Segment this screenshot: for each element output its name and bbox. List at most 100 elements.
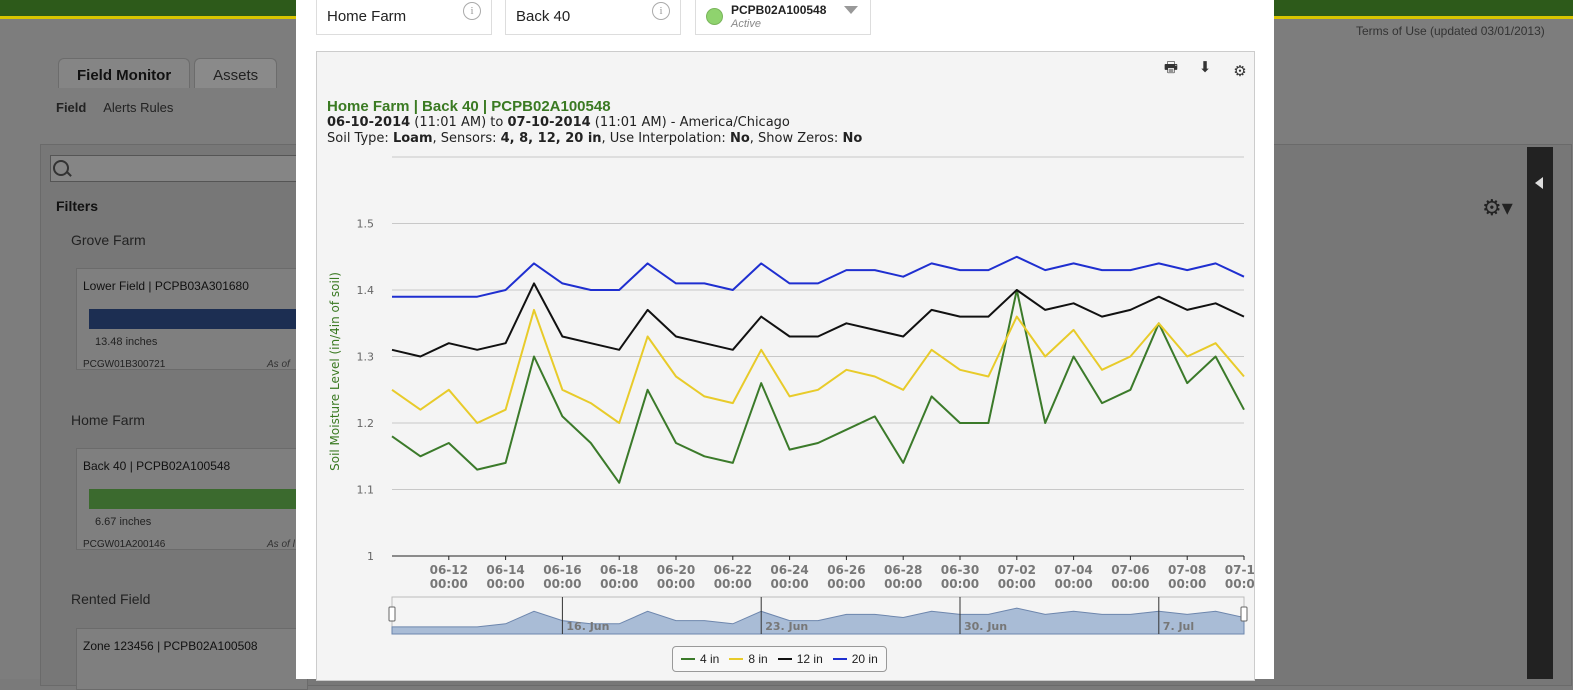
x-tick-date: 07-02 — [998, 563, 1036, 577]
chart-params: Soil Type: Loam, Sensors: 4, 8, 12, 20 i… — [327, 131, 862, 146]
x-tick-time: 00:00 — [1054, 577, 1092, 591]
y-tick-label: 1.5 — [357, 218, 375, 231]
download-icon[interactable]: ⬇ — [1198, 59, 1212, 76]
y-tick-label: 1.1 — [357, 484, 375, 497]
side-panel-toggle[interactable] — [1527, 147, 1553, 679]
chart-legend: 4 in 8 in 12 in 20 in — [672, 646, 887, 672]
field-card[interactable]: Lower Field | PCPB03A301680 13.48 inches… — [76, 268, 308, 370]
moisture-value: 6.67 inches — [95, 516, 152, 528]
chart-title: Home Farm | Back 40 | PCPB02A100548 — [327, 98, 611, 115]
x-tick-time: 00:00 — [1111, 577, 1149, 591]
navigator-area — [391, 607, 1245, 635]
y-axis-label: Soil Moisture Level (in/4in of soil) — [328, 272, 342, 471]
field-card[interactable]: Zone 123456 | PCPB02A100508 — [76, 628, 308, 690]
moisture-bar — [89, 309, 307, 329]
x-tick-date: 06-30 — [941, 563, 979, 577]
farm-heading-home: Home Farm — [71, 412, 145, 428]
y-tick-label: 1.4 — [357, 284, 375, 297]
legend-item[interactable]: 12 in — [777, 652, 823, 666]
field-select[interactable]: Back 40 i — [505, 0, 681, 35]
interpolation-value: No — [729, 131, 750, 146]
legend-item[interactable]: 4 in — [681, 652, 719, 666]
series-line-8-in — [391, 308, 1245, 424]
x-tick-date: 07-04 — [1054, 563, 1092, 577]
legend-label: 4 in — [700, 652, 720, 666]
x-tick-date: 06-18 — [600, 563, 638, 577]
navigator-label: 30. Jun — [964, 620, 1007, 633]
legend-item[interactable]: 20 in — [832, 652, 878, 666]
tab-assets[interactable]: Assets — [194, 58, 278, 88]
x-tick-time: 00:00 — [1168, 577, 1206, 591]
gear-icon[interactable]: ⚙▾ — [1482, 195, 1513, 220]
chevron-down-icon — [844, 6, 858, 14]
field-card[interactable]: Back 40 | PCPB02A100548 6.67 inches PCGW… — [76, 448, 308, 550]
x-tick-time: 00:00 — [884, 577, 922, 591]
x-tick-time: 00:00 — [430, 577, 468, 591]
subnav-alerts-rules[interactable]: Alerts Rules — [103, 100, 174, 115]
gateway-id: PCGW01A200146 — [83, 539, 166, 550]
y-tick-label: 1 — [367, 550, 374, 563]
device-status: Active — [731, 18, 761, 30]
tab-field-monitor[interactable]: Field Monitor — [58, 58, 191, 88]
x-tick-date: 07-10 — [1225, 563, 1254, 577]
y-tick-label: 1.2 — [357, 417, 375, 430]
show-zeros-value: No — [842, 131, 863, 146]
date-range: 06-10-2014 (11:01 AM) to 07-10-2014 (11:… — [327, 115, 790, 130]
legend-item[interactable]: 8 in — [729, 652, 768, 666]
x-tick-date: 07-08 — [1168, 563, 1206, 577]
moisture-bar — [89, 489, 307, 509]
soil-type-label: Soil Type: — [327, 131, 389, 146]
field-card-name: Zone 123456 | PCPB02A100508 — [83, 639, 258, 653]
x-tick-time: 00:00 — [657, 577, 695, 591]
x-tick-time: 00:00 — [1225, 577, 1254, 591]
navigator-handle[interactable] — [388, 606, 396, 622]
x-tick-time: 00:00 — [827, 577, 865, 591]
chart-modal: Home Farm i Back 40 i PCPB02A100548 Acti… — [296, 0, 1274, 681]
chevron-left-icon — [1535, 177, 1543, 189]
info-icon[interactable]: i — [652, 2, 670, 20]
main-tabs: Field Monitor Assets — [58, 58, 281, 88]
start-time: (11:01 AM) — [414, 115, 487, 130]
x-tick-time: 00:00 — [486, 577, 524, 591]
print-icon[interactable]: 🖶 — [1163, 59, 1179, 76]
settings-gear-icon[interactable]: ⚙ — [1233, 63, 1247, 80]
sensors-label: , Sensors: — [432, 131, 497, 146]
chart-container: 🖶 ⬇ ⚙ Home Farm | Back 40 | PCPB02A10054… — [316, 51, 1255, 681]
x-tick-time: 00:00 — [941, 577, 979, 591]
moisture-value: 13.48 inches — [95, 336, 158, 348]
x-tick-date: 06-22 — [714, 563, 752, 577]
x-tick-time: 00:00 — [714, 577, 752, 591]
gateway-id: PCGW01B300721 — [83, 359, 166, 370]
series-line-4-in — [391, 289, 1245, 484]
x-tick-date: 06-24 — [770, 563, 808, 577]
x-tick-date: 06-14 — [486, 563, 524, 577]
x-tick-time: 00:00 — [600, 577, 638, 591]
x-tick-date: 06-20 — [657, 563, 695, 577]
subnav-field[interactable]: Field — [56, 100, 87, 115]
navigator-handle[interactable] — [1240, 606, 1248, 622]
series-line-12-in — [391, 282, 1245, 358]
sensors-value: 4, 8, 12, 20 in — [500, 131, 602, 146]
moisture-chart[interactable]: 1 1.1 1.2 1.3 1.4 1.5 Soil Moisture Level (in/… — [317, 52, 1254, 680]
device-select[interactable]: PCPB02A100548 Active — [695, 0, 871, 35]
timezone: - America/Chicago — [670, 115, 790, 130]
x-tick-time: 00:00 — [543, 577, 581, 591]
end-time: (11:01 AM) — [594, 115, 667, 130]
to-label: to — [490, 115, 504, 130]
x-tick-date: 06-12 — [430, 563, 468, 577]
navigator-label: 23. Jun — [765, 620, 808, 633]
field-select-value: Back 40 — [516, 8, 571, 25]
legend-label: 20 in — [851, 652, 878, 666]
field-card-name: Back 40 | PCPB02A100548 — [83, 459, 231, 473]
terms-link[interactable]: Terms of Use (updated 03/01/2013) — [1356, 24, 1545, 38]
series-line-20-in — [392, 255, 1245, 298]
x-tick-date: 06-28 — [884, 563, 922, 577]
info-icon[interactable]: i — [463, 2, 481, 20]
search-input[interactable] — [50, 155, 312, 182]
farm-select[interactable]: Home Farm i — [316, 0, 492, 35]
y-tick-label: 1.3 — [357, 351, 375, 364]
filters-heading: Filters — [56, 198, 99, 214]
sub-nav: Field Alerts Rules — [56, 100, 187, 115]
as-of-label: As of l — [267, 539, 295, 550]
search-icon — [53, 160, 69, 176]
